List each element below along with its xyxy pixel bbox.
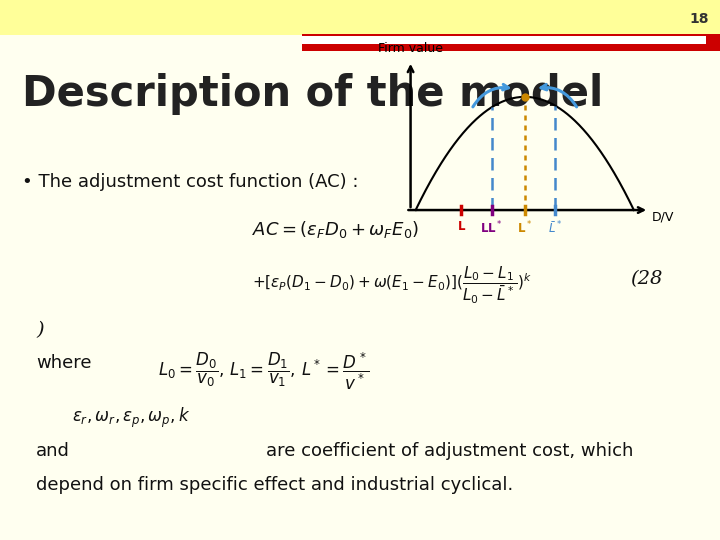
Text: LL$^*$: LL$^*$ — [480, 220, 503, 237]
Text: $AC = (\varepsilon_F D_0 + \omega_F E_0)$: $AC = (\varepsilon_F D_0 + \omega_F E_0)… — [252, 219, 419, 240]
Text: 18: 18 — [690, 12, 709, 26]
Text: where: where — [36, 354, 91, 372]
Text: ): ) — [36, 321, 44, 339]
Text: D/V: D/V — [652, 211, 674, 224]
Text: Description of the model: Description of the model — [22, 73, 603, 115]
Text: • The adjustment cost function (AC) :: • The adjustment cost function (AC) : — [22, 173, 358, 191]
FancyBboxPatch shape — [0, 0, 720, 35]
FancyBboxPatch shape — [302, 36, 706, 44]
Text: depend on firm specific effect and industrial cyclical.: depend on firm specific effect and indus… — [36, 476, 513, 494]
FancyBboxPatch shape — [302, 34, 720, 51]
Text: L: L — [458, 220, 465, 233]
Text: $\varepsilon_r,\omega_r,\varepsilon_p,\omega_p,k$: $\varepsilon_r,\omega_r,\varepsilon_p,\o… — [72, 406, 190, 430]
Text: $\bar{L}^*$: $\bar{L}^*$ — [548, 220, 562, 236]
Text: (28: (28 — [630, 270, 662, 288]
Text: Firm value: Firm value — [378, 43, 443, 56]
Text: and: and — [36, 442, 70, 460]
Text: $+[\varepsilon_P(D_1-D_0)+\omega(E_1-E_0)](\dfrac{L_0-L_1}{L_0-\bar{L}^*})^k$: $+[\varepsilon_P(D_1-D_0)+\omega(E_1-E_0… — [252, 265, 532, 306]
Text: L$^*$: L$^*$ — [517, 220, 532, 237]
Text: $L_0=\dfrac{D_0}{v_0},\, L_1=\dfrac{D_1}{v_1},\, L^*=\dfrac{D^*}{v^*}$: $L_0=\dfrac{D_0}{v_0},\, L_1=\dfrac{D_1}… — [158, 351, 370, 393]
Text: are coefficient of adjustment cost, which: are coefficient of adjustment cost, whic… — [266, 442, 634, 460]
